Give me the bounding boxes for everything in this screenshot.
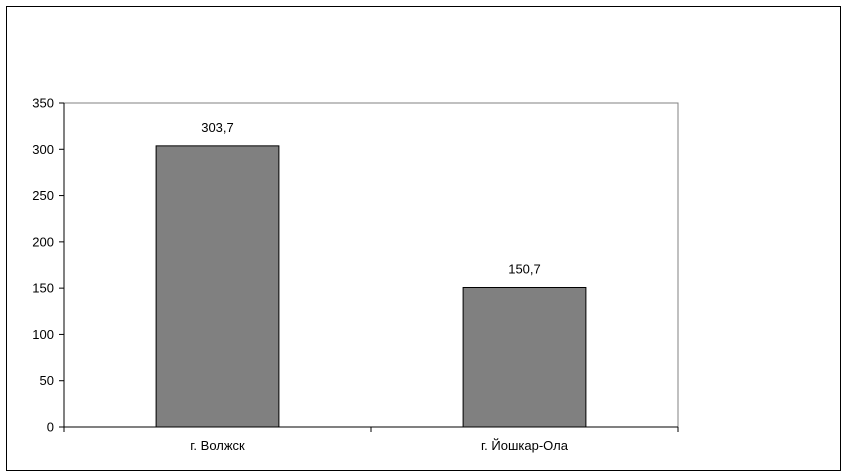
x-category-label: г. Йошкар-Ола xyxy=(481,438,569,453)
y-tick-label: 100 xyxy=(32,327,54,342)
bar-value-label: 303,7 xyxy=(201,120,234,135)
y-tick-label: 200 xyxy=(32,234,54,249)
y-tick-label: 250 xyxy=(32,188,54,203)
y-axis: 0 50 100 150 200 250 300 350 xyxy=(32,96,65,435)
bars xyxy=(155,145,587,428)
x-axis: г. Волжск г. Йошкар-Ола xyxy=(63,426,679,453)
y-tick-label: 350 xyxy=(32,96,54,111)
y-tick-label: 0 xyxy=(47,420,54,435)
bar xyxy=(155,145,280,428)
y-tick-label: 150 xyxy=(32,281,54,296)
x-category-label: г. Волжск xyxy=(190,438,245,453)
bar xyxy=(462,286,587,428)
data-labels: 303,7 150,7 xyxy=(201,120,541,277)
y-tick-label: 50 xyxy=(40,373,54,388)
y-tick-label: 300 xyxy=(32,142,54,157)
bar-value-label: 150,7 xyxy=(508,261,541,276)
